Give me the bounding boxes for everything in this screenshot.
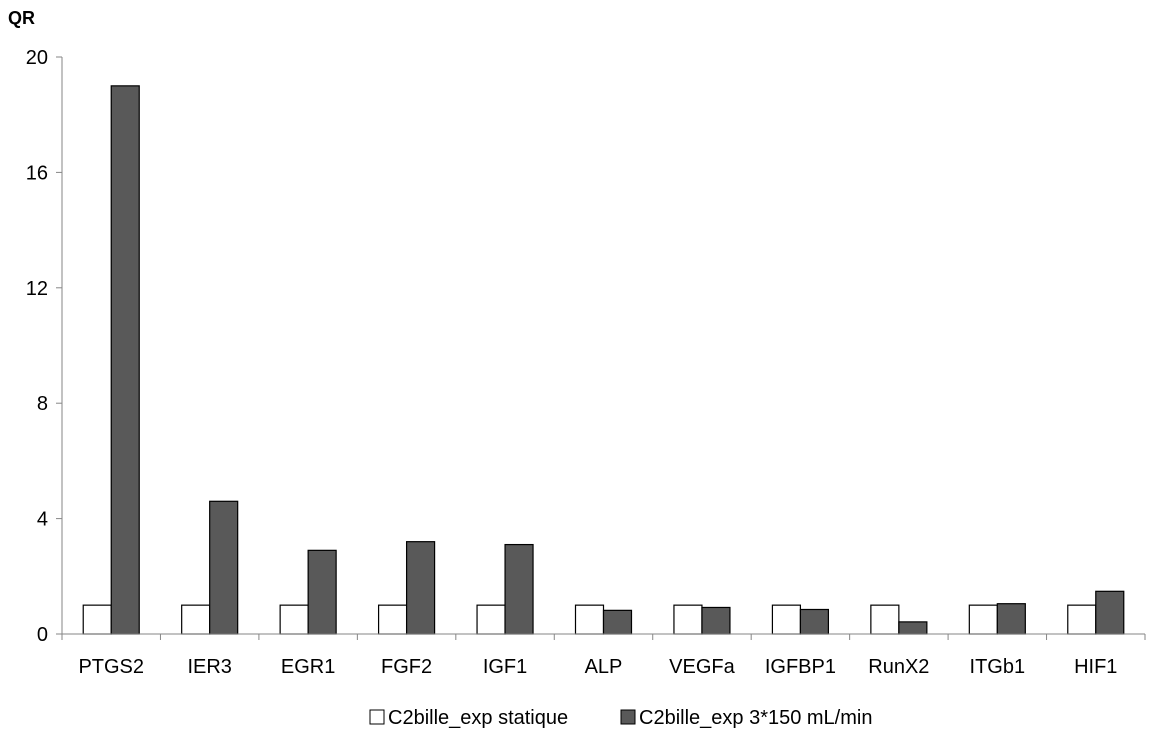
axes: [61, 57, 1146, 640]
x-tick-label-igfbp1: IGFBP1: [765, 656, 836, 678]
x-tick-label-igf1: IGF1: [483, 656, 527, 678]
y-tick-label: 4: [37, 509, 48, 531]
bars: [82, 85, 1125, 635]
bar-statique-igfbp1: [771, 604, 802, 635]
x-tick-label-itgb1: ITGb1: [970, 656, 1026, 678]
legend-label-2: C2bille_exp 3*150 mL/min: [639, 707, 872, 729]
y-tick-label: 8: [37, 393, 48, 415]
bar-flow-ier3: [209, 500, 239, 635]
x-tick-label-ptgs2: PTGS2: [78, 656, 144, 678]
bar-statique-ptgs2: [82, 604, 112, 635]
bar-flow-alp: [602, 609, 633, 635]
bar-statique-vegfa: [673, 604, 703, 635]
bar-statique-fgf2: [377, 604, 408, 635]
bar-statique-runx2: [870, 604, 900, 635]
y-tick-label: 0: [37, 624, 48, 646]
legend-swatch-2: [620, 709, 636, 725]
x-tick-label-egr1: EGR1: [281, 656, 335, 678]
x-axis-tick-labels: PTGS2 IER3 EGR1 FGF2 IGF1 ALP VEGFa IGFBP1 RunX2…: [78, 656, 1117, 678]
x-tick-label-hif1: HIF1: [1074, 656, 1117, 678]
x-tick-label-ier3: IER3: [187, 656, 231, 678]
x-tick-label-alp: ALP: [585, 656, 623, 678]
legend-label-1: C2bille_exp statique: [388, 707, 568, 729]
bar-flow-igf1: [504, 543, 534, 635]
bar-flow-runx2: [898, 621, 928, 635]
bar-flow-itgb1: [996, 603, 1026, 635]
bar-statique-egr1: [279, 604, 309, 635]
bar-flow-hif1: [1095, 590, 1125, 635]
x-tick-label-runx2: RunX2: [868, 656, 929, 678]
bar-statique-ier3: [181, 604, 211, 635]
x-tick-label-fgf2: FGF2: [381, 656, 432, 678]
bar-flow-igfbp1: [799, 608, 830, 635]
x-tick-label-vegfa: VEGFa: [669, 656, 735, 678]
bar-statique-itgb1: [968, 604, 998, 635]
bar-flow-vegfa: [701, 606, 731, 635]
y-tick-label: 12: [26, 278, 48, 300]
y-tick-label: 16: [26, 162, 48, 184]
y-axis-ticks: 0 4 8 12 16 20: [26, 47, 62, 646]
bar-statique-alp: [574, 604, 605, 635]
bar-flow-ptgs2: [110, 85, 140, 635]
legend: C2bille_exp statique C2bille_exp 3*150 mL…: [369, 707, 872, 729]
bar-statique-igf1: [476, 604, 506, 635]
y-axis-label: QR: [8, 8, 35, 28]
bar-flow-egr1: [307, 549, 337, 635]
y-tick-label: 20: [26, 47, 48, 69]
legend-swatch-1: [369, 709, 385, 725]
bar-statique-hif1: [1067, 604, 1097, 635]
bar-flow-fgf2: [405, 541, 436, 635]
